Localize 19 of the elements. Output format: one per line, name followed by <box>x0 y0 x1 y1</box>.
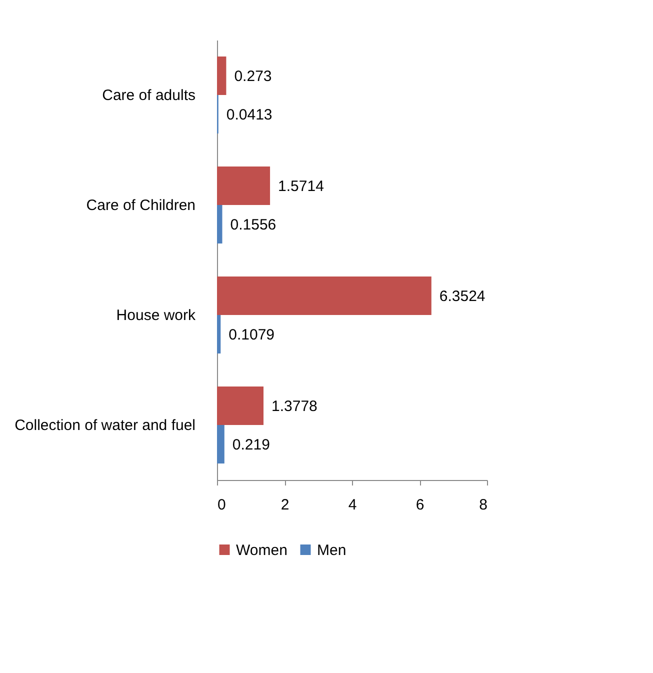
data-label: 6.3524 <box>439 288 486 305</box>
data-label: 0.1079 <box>228 326 275 344</box>
legend-label: Women <box>236 542 288 559</box>
data-label: 1.3778 <box>272 398 318 415</box>
y-tick-label: Collection of water and fuel <box>14 417 196 434</box>
x-tick-label: 6 <box>416 496 424 514</box>
data-label: 1.5714 <box>278 178 324 195</box>
x-tick-label: 4 <box>348 496 357 514</box>
x-tick-label: 0 <box>218 496 226 514</box>
legend-label: Men <box>317 542 346 559</box>
y-tick-label: Care of adults <box>102 87 196 104</box>
data-label: 0.0413 <box>226 106 272 124</box>
x-tick-label: 8 <box>479 496 488 514</box>
y-tick-label: House work <box>116 307 196 324</box>
x-tick-label: 2 <box>280 496 290 514</box>
data-label: 0.1556 <box>230 216 276 234</box>
data-label: 0.273 <box>234 68 272 85</box>
data-label: 0.219 <box>232 436 270 454</box>
y-tick-label: Care of Children <box>86 197 196 214</box>
